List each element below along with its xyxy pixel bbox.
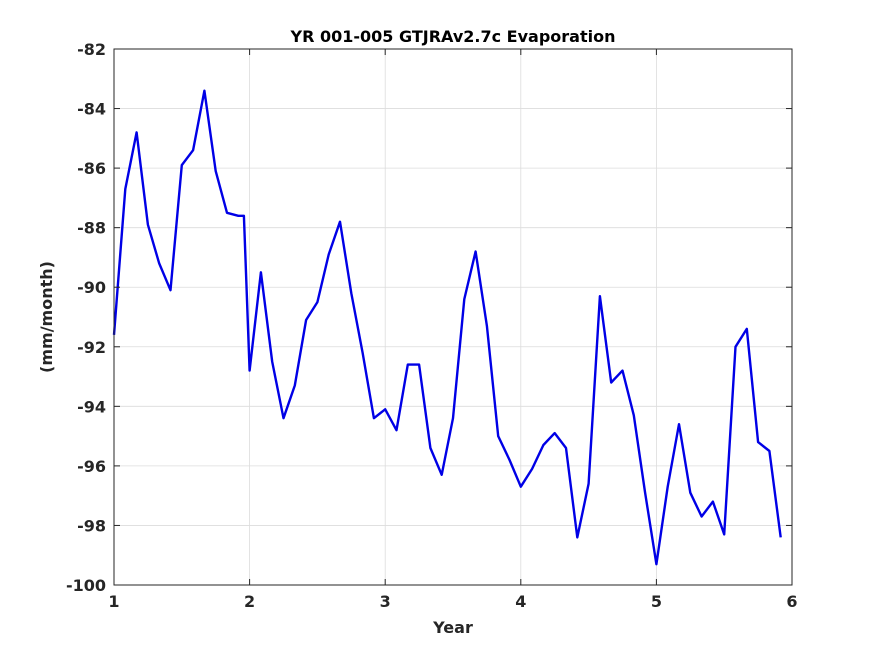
- y-tick-label: -96: [77, 457, 106, 476]
- y-tick-label: -84: [77, 100, 106, 119]
- x-tick-label: 3: [380, 592, 391, 611]
- x-tick-label: 2: [244, 592, 255, 611]
- y-tick-label: -88: [77, 219, 106, 238]
- y-tick-label: -98: [77, 516, 106, 535]
- x-axis-label: Year: [432, 618, 473, 637]
- series-layer: [112, 89, 782, 566]
- y-tick-label: -92: [77, 338, 106, 357]
- plot-frame: [113, 48, 793, 586]
- y-tick-label: -94: [77, 397, 106, 416]
- y-axis-label: (mm/month): [37, 261, 56, 373]
- y-tick-label: -82: [77, 40, 106, 59]
- y-tick-label: -100: [66, 576, 106, 595]
- x-tick-label: 4: [515, 592, 526, 611]
- y-tick-label: -90: [77, 278, 106, 297]
- evaporation-series-line: [112, 89, 782, 566]
- x-tick-label: 6: [786, 592, 797, 611]
- x-tick-label: 1: [108, 592, 119, 611]
- x-tick-label: 5: [651, 592, 662, 611]
- grid: [113, 48, 793, 586]
- chart-title: YR 001-005 GTJRAv2.7c Evaporation: [290, 27, 616, 46]
- ticks: 1 2 3 4 5 6 -100 -98 -96 -94 -92 -90 -88 -86 -84 -82: [66, 40, 798, 611]
- y-tick-label: -86: [77, 159, 106, 178]
